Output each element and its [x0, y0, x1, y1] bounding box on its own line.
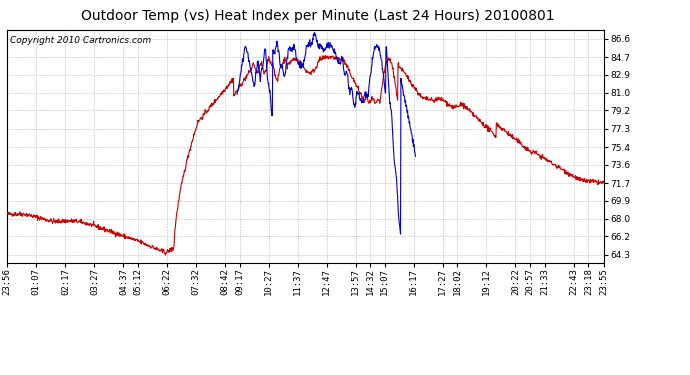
Text: Copyright 2010 Cartronics.com: Copyright 2010 Cartronics.com — [10, 36, 151, 45]
Text: Outdoor Temp (vs) Heat Index per Minute (Last 24 Hours) 20100801: Outdoor Temp (vs) Heat Index per Minute … — [81, 9, 554, 23]
